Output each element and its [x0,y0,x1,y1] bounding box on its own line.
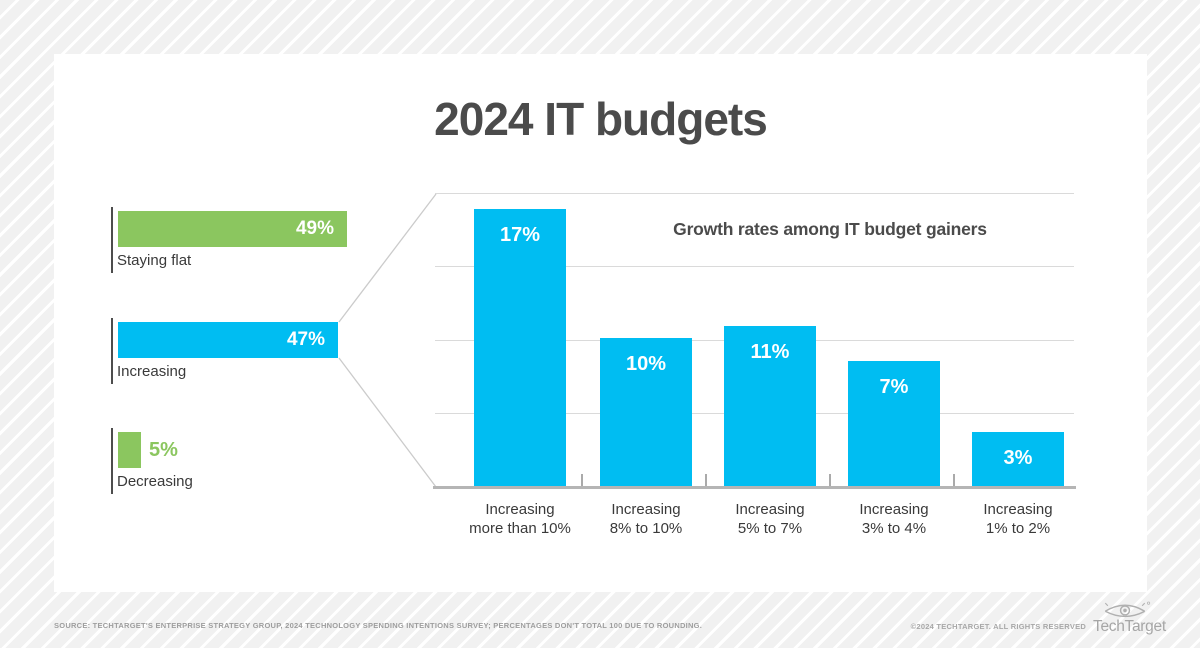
x-axis-baseline [433,486,1076,489]
axis-tick [953,474,955,486]
overview-bar-value: 49% [295,218,334,239]
axis-tick [581,474,583,486]
axis-tick [705,474,707,486]
gridline [435,193,1074,194]
bar-value: 10% [625,353,667,375]
bar-increasing-3-to-4: 7% [848,361,940,486]
page-title: 2024 IT budgets [434,93,768,145]
bar-increasing-1-to-2: 3% [972,432,1064,486]
chart-title: Growth rates among IT budget gainers [673,219,987,239]
category-label-increasing-5-to-7: Increasing 5% to 7% [690,500,850,538]
category-label-line1: Increasing [485,501,555,518]
category-label-increasing-more-than-10: Increasing more than 10% [440,500,600,538]
bar-value: 7% [879,376,909,398]
gridline [435,266,1074,267]
category-label-line2: 1% to 2% [985,520,1051,537]
category-label-line1: Increasing [735,501,805,518]
overview-bar-staying-flat: 49% [118,211,347,247]
category-label-line1: Increasing [983,501,1053,518]
overview-bar-value: 5% [149,439,178,461]
axis-tick [829,474,831,486]
bar-increasing-5-to-7: 11% [724,326,816,486]
overview-bar-value: 47% [286,329,325,350]
overview-bar-decreasing [118,432,141,468]
techtarget-logo: TechTarget [1093,601,1166,639]
overview-bar-label: Increasing [117,363,187,380]
copyright-note: ©2024 TECHTARGET. ALL RIGHTS RESERVED [910,622,1086,631]
category-label-increasing-3-to-4: Increasing 3% to 4% [814,500,974,538]
overview-bar-label: Decreasing [117,473,193,490]
category-label-line2: more than 10% [469,520,571,537]
category-label-line2: 8% to 10% [609,520,683,537]
category-label-increasing-1-to-2: Increasing 1% to 2% [938,500,1098,538]
techtarget-eye-icon [1104,601,1151,618]
category-label-line2: 3% to 4% [861,520,927,537]
category-label-line1: Increasing [859,501,929,518]
overview-axis-line [111,318,113,384]
bar-increasing-more-than-10: 17% [474,209,566,486]
overview-axis-line [111,207,113,273]
category-label-increasing-8-to-10: Increasing 8% to 10% [566,500,726,538]
category-label-line2: 5% to 7% [737,520,803,537]
source-note: SOURCE: TECHTARGET'S ENTERPRISE STRATEGY… [54,621,703,630]
growth-rates-chart: Growth rates among IT budget gainers 17%… [433,193,1076,537]
bar-value: 11% [750,341,790,363]
bar-value: 3% [1003,447,1033,469]
overview-bar-label: Staying flat [117,252,192,269]
techtarget-wordmark: TechTarget [1093,618,1166,635]
overview-bar-increasing: 47% [118,322,338,358]
category-label-line1: Increasing [611,501,681,518]
bar-value: 17% [499,224,541,246]
bar-increasing-8-to-10: 10% [600,338,692,486]
overview-axis-line [111,428,113,494]
